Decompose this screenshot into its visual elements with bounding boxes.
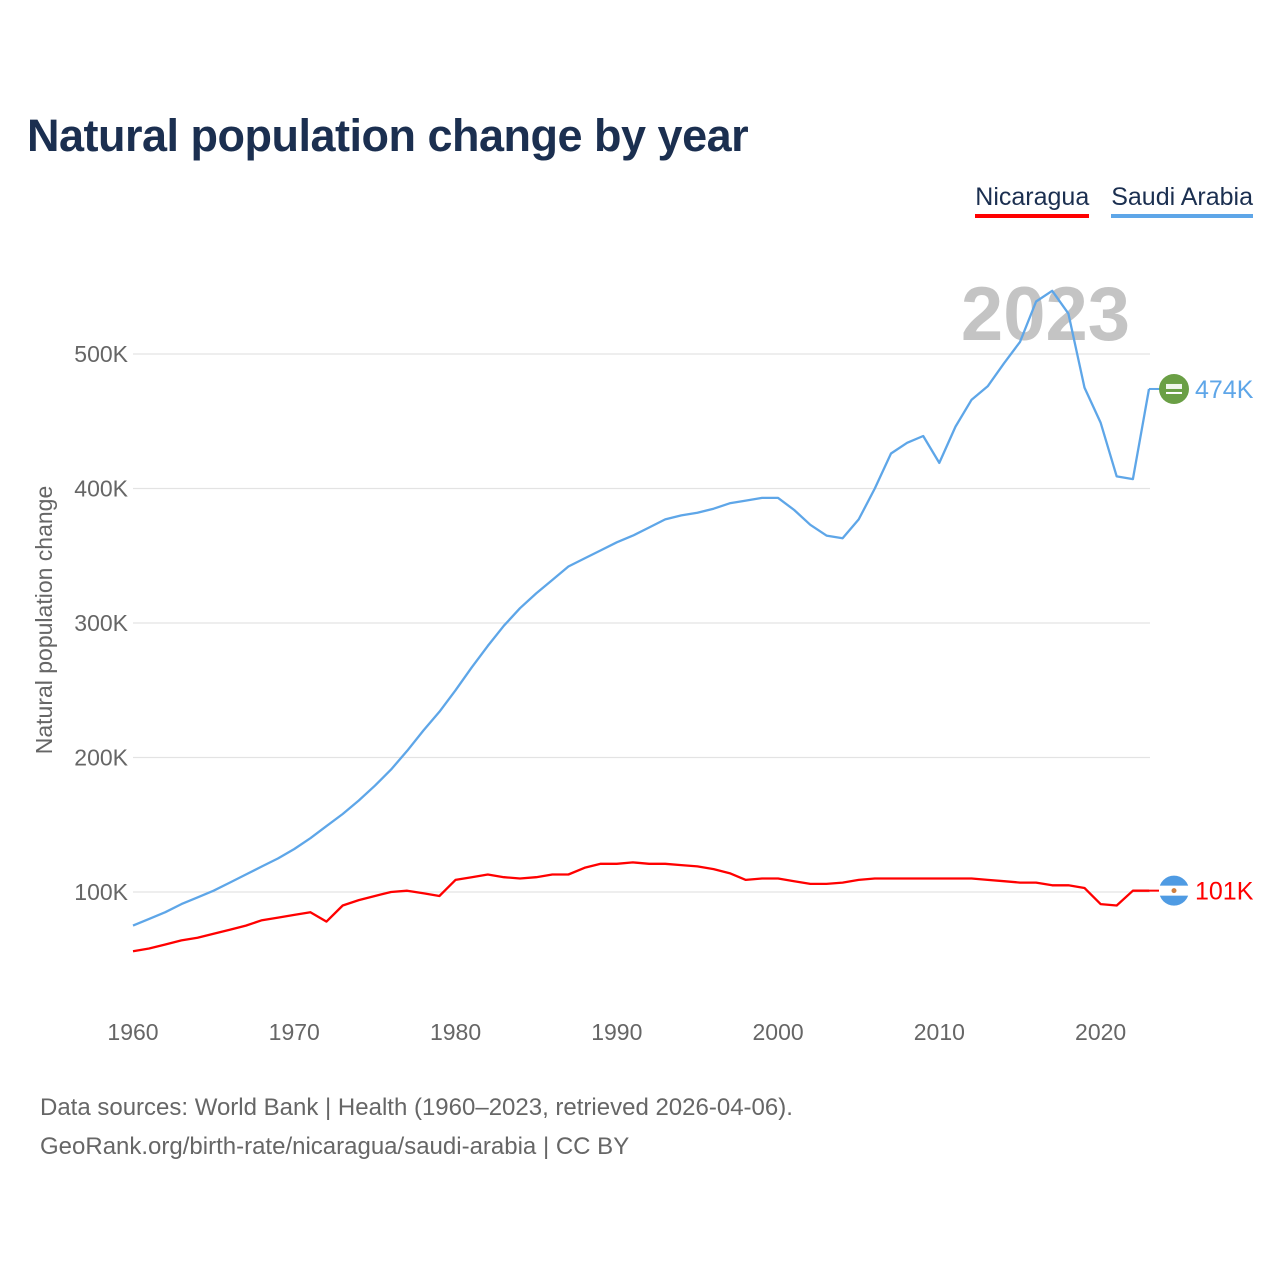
source-note: Data sources: World Bank | Health (1960–… <box>40 1088 793 1166</box>
series-line-nicaragua <box>132 861 1149 953</box>
x-tick-label: 1990 <box>591 1019 642 1045</box>
x-tick-label: 2020 <box>1075 1019 1126 1045</box>
x-tick-label: 1980 <box>430 1019 481 1045</box>
year-watermark: 2023 <box>961 272 1130 357</box>
flag-sword <box>1166 391 1182 394</box>
source-line-2[interactable]: GeoRank.org/birth-rate/nicaragua/saudi-a… <box>40 1133 630 1160</box>
y-axis-label: Natural population change <box>31 486 57 755</box>
end-value-label: 474K <box>1195 376 1254 404</box>
x-tick-label: 2010 <box>914 1019 965 1045</box>
x-tick-label: 2000 <box>752 1019 803 1045</box>
nicaragua-flag-icon <box>1159 875 1189 906</box>
saudi-arabia-flag-icon <box>1159 373 1189 404</box>
x-tick-label: 1970 <box>269 1019 320 1045</box>
x-tick-label: 1960 <box>107 1019 158 1045</box>
legend-item-nicaragua[interactable]: Nicaragua <box>975 183 1090 218</box>
legend: Nicaragua Saudi Arabia <box>975 183 1253 218</box>
y-tick-label: 100K <box>74 879 128 905</box>
end-value-label: 101K <box>1195 878 1254 906</box>
flag-script <box>1166 383 1182 389</box>
series-line-saudi-arabia <box>132 289 1151 927</box>
y-tick-label: 500K <box>74 341 128 367</box>
y-tick-label: 200K <box>74 745 128 771</box>
source-line-1: Data sources: World Bank | Health (1960–… <box>40 1094 793 1121</box>
flag-emblem <box>1171 888 1177 894</box>
chart-title: Natural population change by year <box>27 110 749 161</box>
legend-item-saudi-arabia[interactable]: Saudi Arabia <box>1111 183 1253 218</box>
y-tick-label: 300K <box>74 610 128 636</box>
y-tick-label: 400K <box>74 476 128 502</box>
